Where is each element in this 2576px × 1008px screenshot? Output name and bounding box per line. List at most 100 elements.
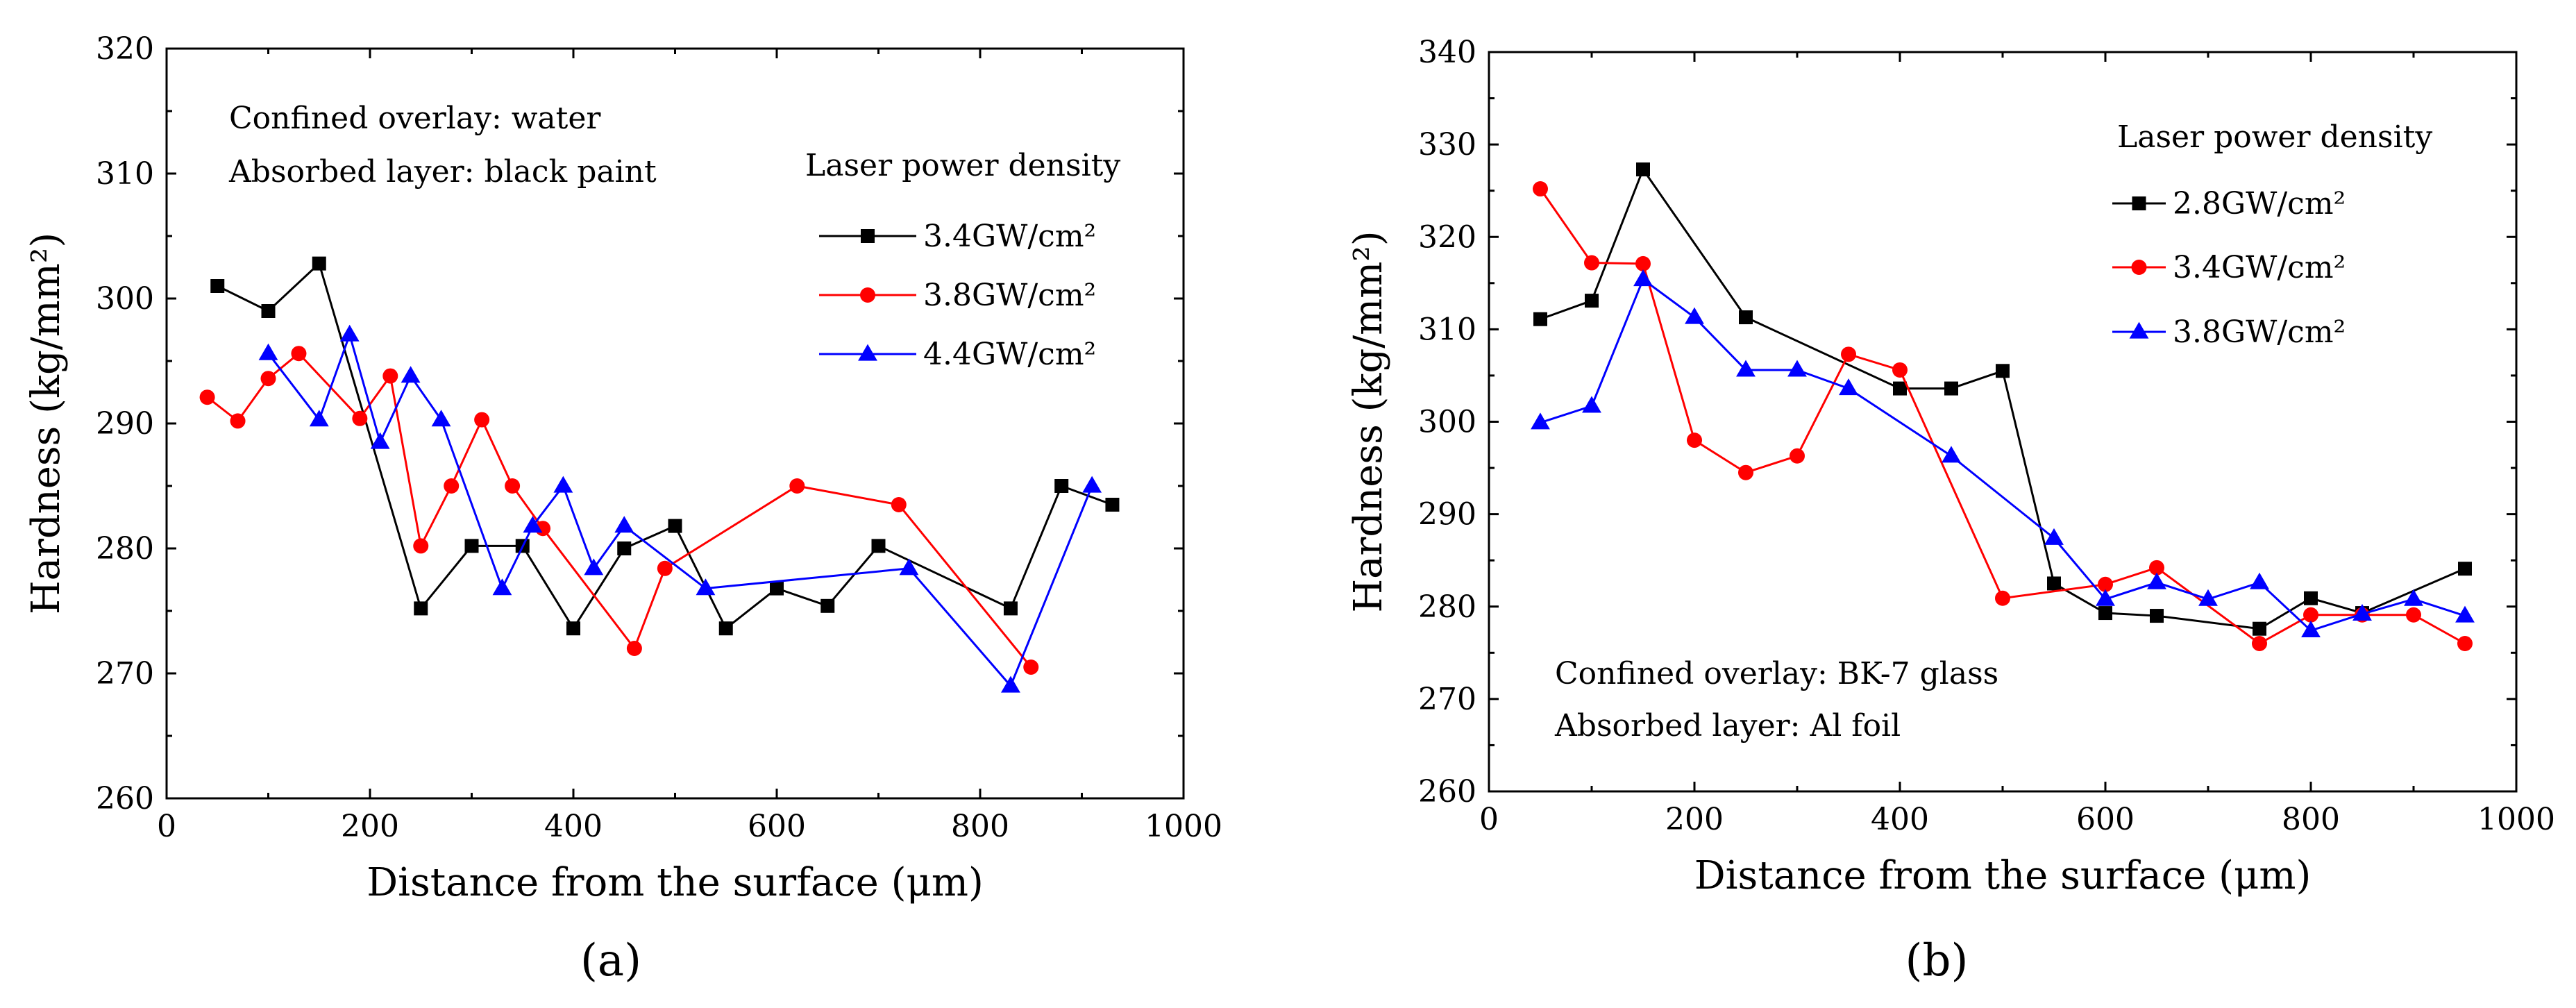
annotation-text: Confined overlay: water xyxy=(229,101,601,136)
data-point xyxy=(2303,607,2318,623)
data-point xyxy=(1023,660,1039,675)
y-tick-label: 300 xyxy=(96,281,154,317)
data-point xyxy=(584,558,604,576)
data-point xyxy=(1635,255,1651,271)
legend-entry-label: 2.8GW/cm² xyxy=(2173,186,2346,221)
data-point xyxy=(2404,589,2423,606)
series-line xyxy=(1539,188,2466,645)
data-point xyxy=(210,279,225,293)
data-point xyxy=(2252,636,2267,651)
data-point xyxy=(614,516,634,533)
data-point xyxy=(1585,294,1599,308)
data-point xyxy=(2458,562,2472,576)
data-point xyxy=(1944,381,1958,396)
y-tick-label: 310 xyxy=(1418,312,1476,347)
panel-label: (b) xyxy=(1905,935,1969,986)
x-axis-label: Distance from the surface (μm) xyxy=(367,860,984,905)
data-point xyxy=(2352,604,2372,621)
data-point xyxy=(718,621,733,636)
y-tick-label: 340 xyxy=(1418,35,1476,70)
data-point xyxy=(2250,572,2269,589)
data-point xyxy=(464,539,479,553)
data-point xyxy=(1533,181,1548,197)
data-point xyxy=(1892,362,1908,378)
legend-title: Laser power density xyxy=(2117,119,2432,155)
x-axis-label: Distance from the surface (μm) xyxy=(1694,853,2312,898)
data-point xyxy=(230,413,246,429)
data-point xyxy=(1687,432,1702,448)
series-line xyxy=(217,261,1113,631)
y-tick-label: 320 xyxy=(1418,219,1476,255)
data-point xyxy=(770,581,784,596)
series-1 xyxy=(199,346,1039,675)
legend-marker xyxy=(2129,321,2149,339)
legend-entry-label: 3.8GW/cm² xyxy=(2173,314,2346,350)
data-point xyxy=(2044,528,2064,545)
annotation-text: Absorbed layer: black paint xyxy=(228,154,657,190)
x-tick-label: 0 xyxy=(1479,802,1499,837)
data-point xyxy=(474,412,490,428)
data-point xyxy=(2047,576,2061,591)
data-point xyxy=(492,578,512,596)
data-point xyxy=(413,538,429,554)
data-point xyxy=(291,346,307,362)
legend-marker xyxy=(858,344,877,361)
x-tick-label: 400 xyxy=(544,809,603,844)
x-tick-label: 200 xyxy=(341,809,399,844)
data-point xyxy=(2147,572,2166,589)
data-point xyxy=(1995,590,2010,606)
y-tick-label: 280 xyxy=(96,531,154,566)
series-0 xyxy=(210,256,1120,636)
y-tick-label: 280 xyxy=(1418,589,1476,625)
data-point xyxy=(1739,310,1753,325)
data-point xyxy=(401,366,421,383)
data-point xyxy=(891,497,907,512)
data-point xyxy=(2149,560,2164,576)
data-point xyxy=(1531,412,1550,430)
y-tick-label: 310 xyxy=(96,156,154,192)
y-tick-label: 330 xyxy=(1418,127,1476,162)
data-point xyxy=(370,432,390,449)
data-point xyxy=(820,598,835,613)
data-point xyxy=(312,256,326,271)
x-tick-label: 200 xyxy=(1665,802,1724,837)
data-point xyxy=(2455,605,2475,623)
data-point xyxy=(566,621,580,636)
data-point xyxy=(1001,675,1020,693)
legend-marker xyxy=(861,229,875,243)
x-tick-label: 0 xyxy=(157,809,176,844)
y-tick-label: 270 xyxy=(1418,682,1476,717)
data-point xyxy=(199,389,215,405)
data-point xyxy=(2304,591,2318,605)
legend-marker xyxy=(860,287,875,303)
annotation-text: Absorbed layer: Al foil xyxy=(1554,708,1901,744)
series-2 xyxy=(1531,269,2475,637)
x-tick-label: 800 xyxy=(2282,802,2340,837)
x-tick-label: 800 xyxy=(951,809,1009,844)
data-point xyxy=(1584,255,1599,271)
data-point xyxy=(553,476,573,493)
x-tick-label: 1000 xyxy=(2477,802,2555,837)
data-point xyxy=(1996,364,2010,378)
legend-entry-label: 3.8GW/cm² xyxy=(923,278,1096,313)
data-point xyxy=(626,641,642,656)
chart-a: 0 200 400 600 800 1000 260 270 280 290 300 310 320 Di… xyxy=(24,31,1222,986)
y-tick-label: 300 xyxy=(1418,405,1476,440)
legend-marker xyxy=(2131,260,2147,275)
data-point xyxy=(2406,607,2421,623)
data-point xyxy=(352,410,368,426)
data-point xyxy=(657,560,673,576)
data-point xyxy=(617,541,632,555)
y-tick-label: 260 xyxy=(1418,774,1476,809)
data-point xyxy=(1790,448,1805,464)
data-point xyxy=(523,516,543,533)
data-point xyxy=(1054,479,1069,493)
series-line xyxy=(1540,167,2466,630)
data-point xyxy=(668,519,682,533)
legend-entry-label: 3.4GW/cm² xyxy=(923,219,1096,254)
data-point xyxy=(1633,269,1653,287)
data-point xyxy=(444,478,460,494)
data-point xyxy=(1636,162,1650,177)
data-point xyxy=(1942,446,1961,463)
x-tick-label: 600 xyxy=(2076,802,2135,837)
